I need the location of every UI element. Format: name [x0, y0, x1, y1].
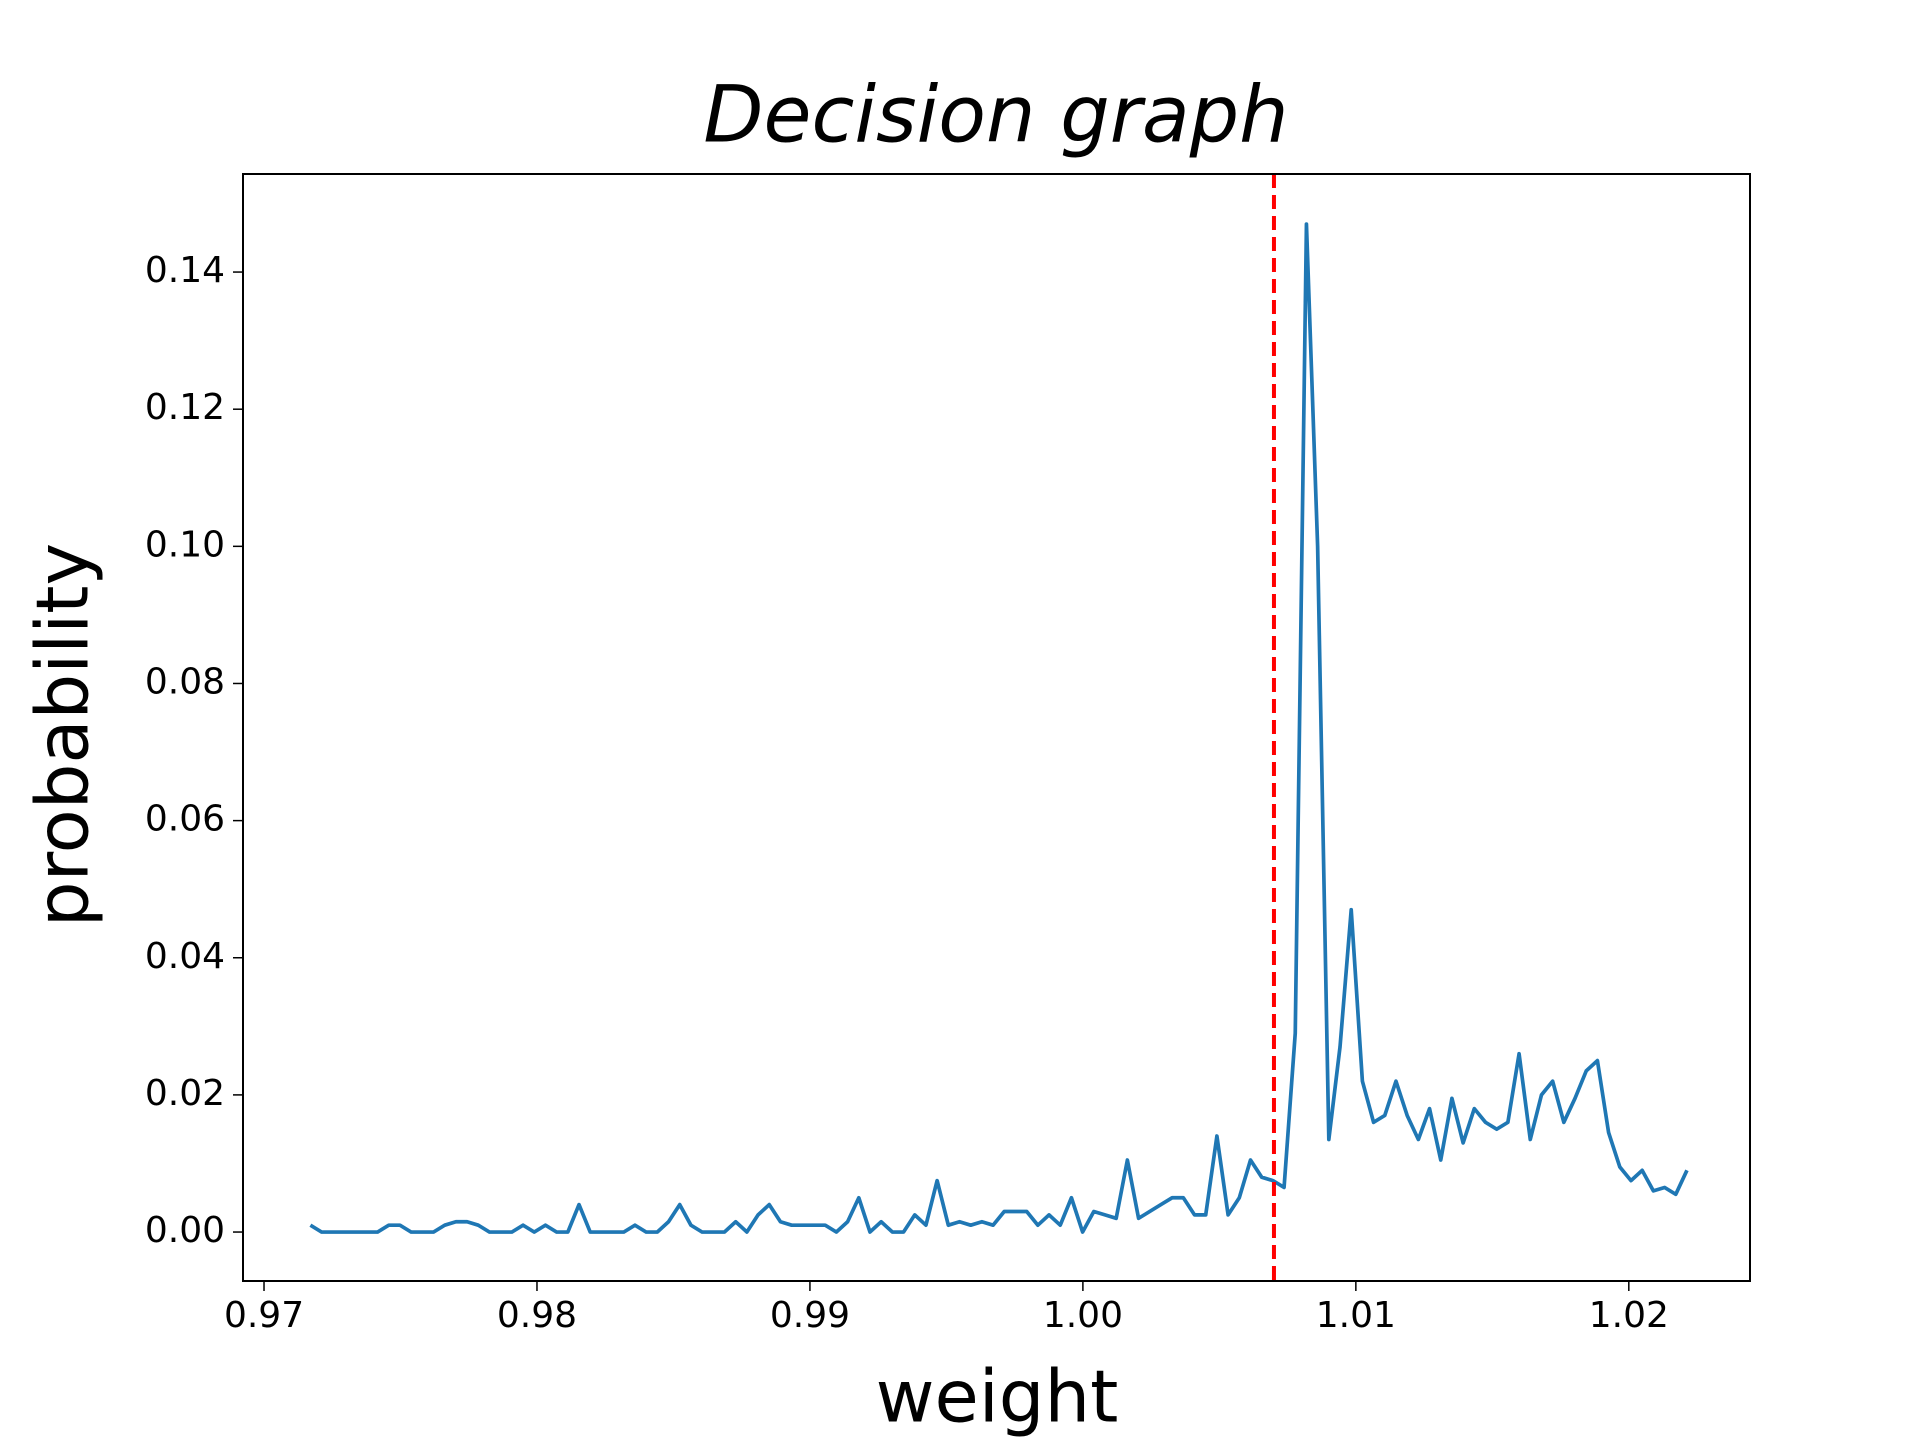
data-line — [309, 222, 1689, 1234]
x-tick-label: 0.98 — [497, 1295, 577, 1336]
y-tick-label: 0.02 — [145, 1073, 225, 1114]
y-tick-label: 0.04 — [145, 936, 225, 977]
x-tick-label: 1.01 — [1316, 1295, 1396, 1336]
x-tick-label: 0.99 — [770, 1295, 850, 1336]
chart-title: Decision graph — [703, 70, 1288, 160]
y-tick-label: 0.10 — [145, 524, 225, 565]
y-tick-label: 0.12 — [145, 387, 225, 428]
y-tick-label: 0.00 — [145, 1210, 225, 1251]
x-tick-label: 1.00 — [1043, 1295, 1123, 1336]
x-tick-label: 1.02 — [1589, 1295, 1669, 1336]
y-tick-label: 0.06 — [145, 799, 225, 840]
x-axis-label: weight — [876, 1355, 1119, 1439]
y-tick-label: 0.14 — [145, 250, 225, 291]
y-tick-label: 0.08 — [145, 661, 225, 702]
plot-frame — [242, 173, 1751, 1282]
y-axis-label: probability — [21, 543, 105, 927]
x-tick-label: 0.97 — [224, 1295, 304, 1336]
